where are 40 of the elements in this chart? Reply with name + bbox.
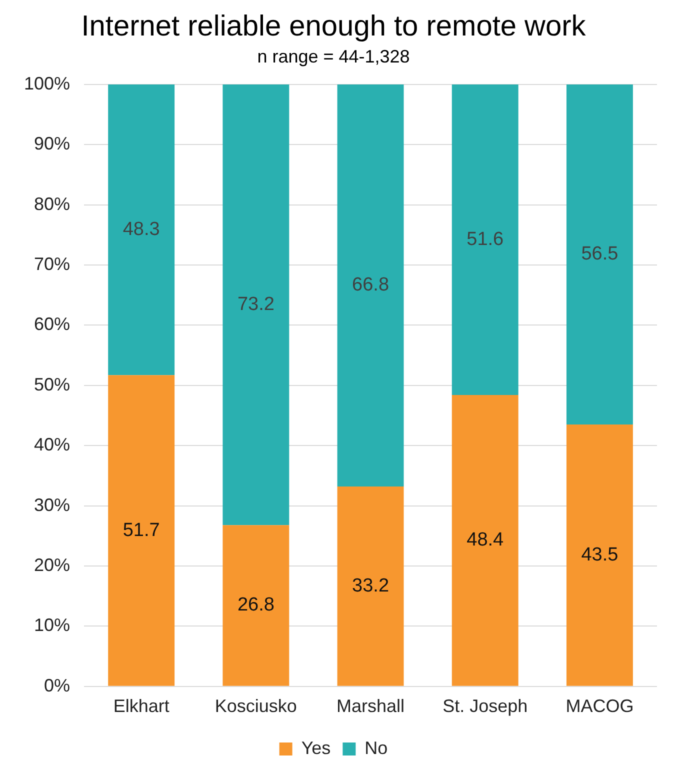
y-tick-label: 90%: [34, 134, 70, 154]
data-label: 73.2: [237, 294, 274, 315]
data-label: 33.2: [352, 575, 390, 596]
chart-title: Internet reliable enough to remote work: [81, 10, 586, 42]
bar: [337, 486, 404, 686]
bar: [222, 525, 290, 686]
data-label: 66.8: [352, 274, 390, 296]
data-label: 51.7: [122, 520, 160, 541]
data-label: 56.5: [581, 244, 618, 265]
y-tick-label: 10%: [34, 615, 70, 636]
bar: [566, 424, 633, 686]
x-tick-label: MACOG: [566, 696, 634, 716]
x-tick-label: Kosciusko: [214, 696, 297, 716]
data-label: 26.8: [237, 594, 274, 616]
legend-label: Yes: [301, 738, 331, 758]
data-label: 43.5: [581, 544, 618, 566]
legend-label: No: [364, 738, 388, 758]
bar: [452, 395, 518, 686]
bar: [452, 84, 518, 396]
x-tick-label: Marshall: [336, 696, 405, 716]
data-label: 48.3: [122, 219, 160, 240]
bar: [566, 84, 633, 425]
data-label: 51.6: [466, 228, 504, 250]
y-tick-label: 0%: [44, 675, 70, 696]
x-tick-label: Elkhart: [113, 696, 170, 716]
y-tick-label: 60%: [34, 314, 70, 334]
y-tick-label: 40%: [34, 434, 70, 455]
x-tick-label: St. Joseph: [442, 696, 528, 716]
chart-subtitle: n range = 44-1,328: [257, 46, 410, 67]
y-tick-label: 70%: [34, 254, 70, 274]
y-tick-label: 50%: [34, 374, 70, 394]
y-tick-label: 100%: [24, 73, 70, 94]
bar: [222, 84, 290, 526]
bar: [108, 375, 175, 686]
y-tick-label: 80%: [34, 194, 70, 214]
bar: [337, 84, 404, 487]
y-tick-label: 30%: [34, 494, 70, 515]
y-tick-label: 20%: [34, 554, 70, 575]
bar: [108, 84, 175, 376]
data-label: 48.4: [466, 530, 504, 551]
